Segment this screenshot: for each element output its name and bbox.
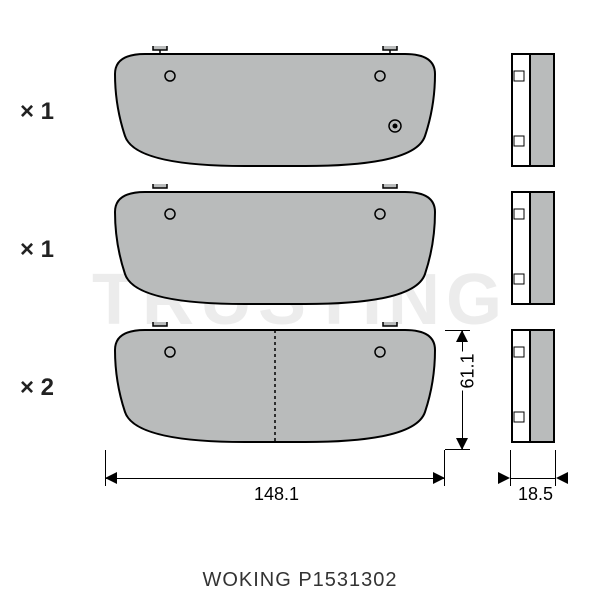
dim-height-value: 61.1 <box>458 351 479 390</box>
diagram-container: TRUSTING × 1 × 1 × 2 <box>0 0 600 600</box>
dim-width-value: 148.1 <box>252 484 301 505</box>
qty-row1: × 1 <box>20 98 54 126</box>
dim-thick-line <box>510 478 556 479</box>
arrow-down-icon <box>456 438 468 450</box>
brake-pad-side-3 <box>510 322 558 450</box>
brake-pad-front-2 <box>105 184 445 312</box>
arrow-left-icon <box>105 472 117 484</box>
brake-pad-side-2 <box>510 184 558 312</box>
dim-width-line <box>105 478 445 479</box>
caption: WOKING P1531302 <box>0 569 600 592</box>
qty-row2: × 1 <box>20 236 54 264</box>
caption-brand: WOKING <box>202 569 291 591</box>
arrow-up-icon <box>456 330 468 342</box>
arrow-left2-icon <box>498 472 510 484</box>
caption-part: P1531302 <box>298 569 397 591</box>
qty-row3: × 2 <box>20 374 54 402</box>
arrow-right2-icon <box>556 472 568 484</box>
dim-thick-tick-left <box>510 450 511 486</box>
brake-pad-front-3 <box>105 322 445 450</box>
brake-pad-side-1 <box>510 46 558 174</box>
dim-thick-value: 18.5 <box>516 484 555 505</box>
brake-pad-front-1 <box>105 46 445 174</box>
arrow-right-icon <box>433 472 445 484</box>
